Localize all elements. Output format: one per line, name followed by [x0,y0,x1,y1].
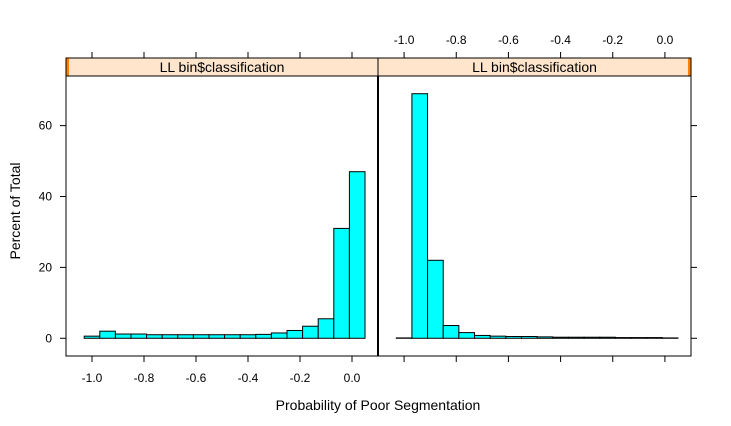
y-tick-label: 0 [45,331,52,345]
histogram-bar [536,336,554,339]
histogram-bar [567,336,585,339]
histogram-bar [552,336,569,339]
histogram-bar [333,227,350,339]
x-tick-label: -0.8 [446,33,467,47]
x-tick-label: -1.0 [82,371,103,385]
histogram-bar [411,93,429,339]
histogram-bar [177,334,194,339]
histogram-bar [192,334,210,339]
x-tick-label: 0.0 [344,371,361,385]
histogram-bar [286,329,304,339]
histogram-bar [239,334,257,339]
y-tick-label: 40 [39,190,53,204]
panel-frame [65,75,379,357]
histogram-bar [146,334,163,339]
histogram-bar [614,337,632,339]
histogram-bar [255,333,272,339]
histogram-bar [114,333,132,339]
histogram-bar [505,336,522,339]
histogram-bar [83,335,101,339]
panel-left: LL bin$classification -1.0 -0.8 -0.6 -0.4 -0.… [65,52,379,385]
x-tick-label: -0.4 [550,33,571,47]
histogram-bar [630,337,648,339]
strip-level-indicator [66,58,69,76]
y-axis-title: Percent of Total [7,162,23,259]
y-tick-label: 60 [39,119,53,133]
histogram-bar [317,318,335,339]
strip-label: LL bin$classification [472,59,597,75]
y-axis: 0 20 40 60 [39,76,697,356]
strip-label: LL bin$classification [160,59,285,75]
histogram-bar [130,333,148,339]
histogram-bar [270,332,288,339]
histogram-bar [489,335,507,339]
histogram-bar [583,336,601,339]
histogram-bar [458,332,476,339]
histogram-bar [442,325,460,339]
x-tick-label: 0.0 [657,33,674,47]
x-tick-label: -0.2 [602,33,623,47]
x-tick-label: -1.0 [394,33,415,47]
histogram-bar [520,336,538,339]
y-tick-label: 20 [39,260,53,274]
histogram-bar [599,336,616,339]
histogram-bar [208,334,226,339]
strip-background [377,57,692,77]
x-tick-label: -0.6 [498,33,519,47]
histogram-bar [348,171,366,339]
x-tick-label: -0.4 [238,371,259,385]
histogram-bar [646,337,663,339]
histogram-bar [224,334,241,339]
strip-level-indicator [688,58,691,76]
x-tick-label: -0.2 [290,371,311,385]
histogram-bar [161,334,179,339]
panel-right: LL bin$classification -1.0 -0.8 -0.6 -0.4 -0.… [377,33,692,362]
histogram-bar [99,330,116,339]
histogram-bar [427,259,444,339]
histogram-bar [302,325,319,339]
x-tick-label: -0.6 [186,371,207,385]
x-axis-title: Probability of Poor Segmentation [276,397,481,413]
x-tick-label: -0.8 [134,371,155,385]
histogram-bar [474,334,491,339]
